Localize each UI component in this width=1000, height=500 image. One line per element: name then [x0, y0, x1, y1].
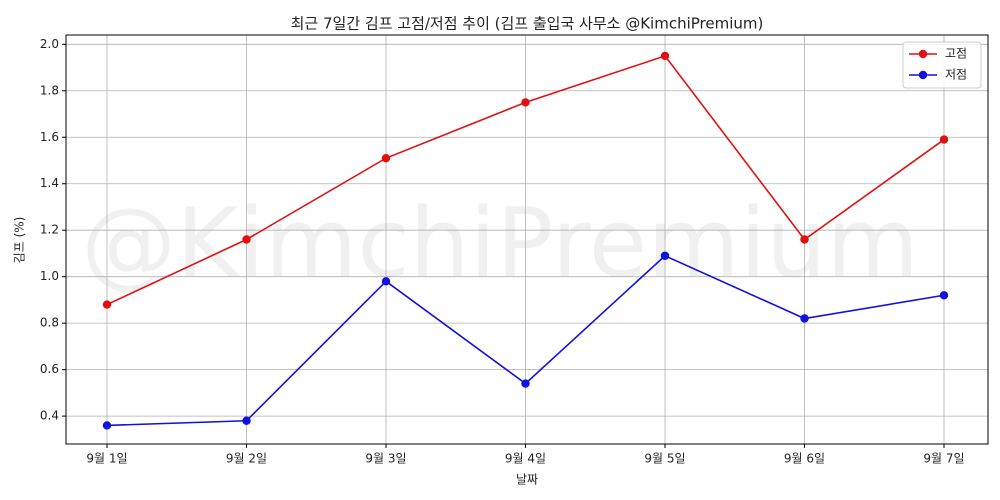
data-point — [939, 135, 949, 144]
data-point — [242, 416, 251, 425]
data-point — [939, 291, 949, 300]
y-tick-label: 1.4 — [40, 176, 59, 190]
plot-frame — [65, 34, 989, 445]
x-tick-label: 9월 6일 — [784, 452, 825, 466]
y-tick-label: 1.8 — [40, 83, 59, 97]
legend-marker — [918, 49, 928, 59]
watermark: @KimchiPremium — [81, 189, 919, 299]
y-tick-label: 1.6 — [40, 130, 59, 144]
x-tick-label: 9월 3일 — [365, 452, 406, 466]
y-tick-label: 1.0 — [40, 269, 59, 283]
legend-label: 고점 — [945, 47, 967, 61]
data-point — [242, 235, 251, 244]
chart-title: 최근 7일간 김프 고점/저점 추이 (김프 출입국 사무소 @KimchiPr… — [291, 15, 764, 33]
data-point — [800, 235, 809, 244]
x-tick-label: 9월 5일 — [644, 452, 685, 466]
legend-box — [902, 41, 982, 89]
data-point — [521, 98, 530, 107]
data-point — [381, 277, 391, 286]
data-point — [660, 51, 670, 61]
x-tick-label: 9월 7일 — [923, 452, 964, 466]
y-tick-label: 0.8 — [40, 316, 59, 330]
data-point — [102, 300, 112, 309]
data-point — [102, 421, 112, 430]
x-tick-label: 9월 4일 — [505, 452, 546, 466]
x-tick-label: 9월 2일 — [226, 452, 267, 466]
y-tick-label: 0.6 — [40, 362, 59, 376]
x-tick-label: 9월 1일 — [86, 452, 127, 466]
x-axis-label: 날짜 — [516, 473, 538, 487]
data-point — [521, 379, 530, 388]
legend-label: 저점 — [945, 68, 967, 82]
y-tick-label: 2.0 — [40, 37, 59, 51]
legend-marker — [918, 70, 928, 80]
y-tick-label: 1.2 — [40, 223, 59, 237]
y-axis-label: 김프 (%) — [13, 217, 27, 264]
data-point — [800, 314, 809, 323]
data-point — [381, 153, 391, 163]
y-tick-label: 0.4 — [40, 409, 59, 423]
data-point — [660, 251, 670, 260]
